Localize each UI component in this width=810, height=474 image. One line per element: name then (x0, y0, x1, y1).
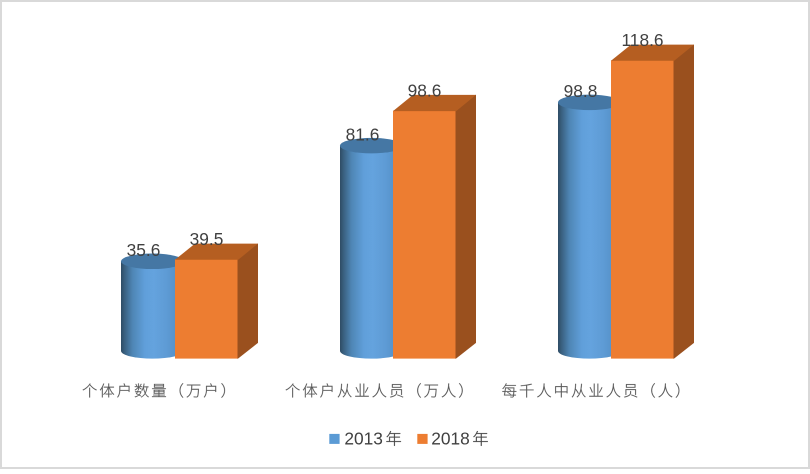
svg-text:35.6: 35.6 (127, 240, 161, 260)
svg-text:81.6: 81.6 (346, 124, 380, 144)
svg-text:2013: 2013 (344, 429, 383, 449)
svg-text:98.8: 98.8 (564, 81, 598, 101)
svg-text:118.6: 118.6 (621, 30, 663, 50)
svg-text:98.6: 98.6 (408, 81, 442, 101)
svg-text:39.5: 39.5 (190, 229, 224, 249)
svg-text:2018: 2018 (431, 429, 470, 449)
